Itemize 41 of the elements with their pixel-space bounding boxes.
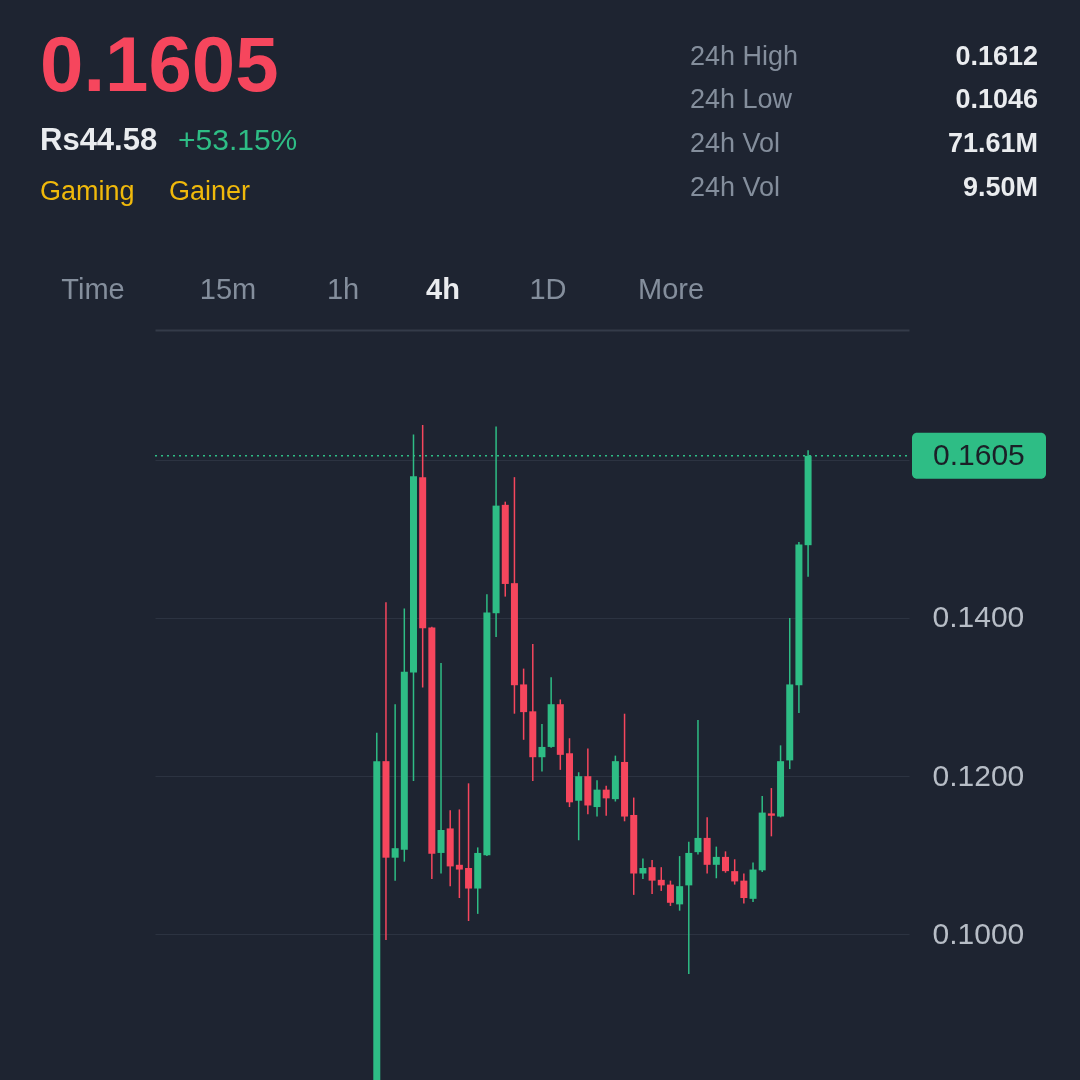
y-tick-label: 0.1000: [932, 916, 1025, 950]
text: 4h: [426, 273, 460, 305]
y-tick-label: 0.1200: [932, 758, 1025, 792]
candlestick: [676, 855, 684, 912]
candlestick: [391, 703, 399, 882]
text: 24h Vol: [690, 128, 781, 158]
text: 1h: [326, 273, 360, 305]
text: +53.15%: [178, 123, 298, 156]
candlestick: [455, 808, 463, 899]
candlestick: [465, 782, 473, 922]
candlestick: [648, 859, 656, 895]
text: Gainer: [169, 176, 251, 206]
text: Time: [61, 273, 125, 305]
candlestick: [639, 857, 647, 880]
candlestick: [694, 719, 702, 856]
text: 9.50M: [962, 172, 1038, 202]
chart-title: 0.1605: [40, 20, 279, 108]
text: 0.1046: [955, 84, 1038, 114]
candlestick: [731, 858, 739, 886]
text: Rs44.58: [40, 122, 158, 157]
text: 24h High: [690, 41, 799, 71]
candlestick: [740, 872, 748, 905]
text: 71.61M: [947, 128, 1038, 158]
text: 1D: [529, 273, 567, 305]
candlestick: [593, 779, 601, 818]
text: 24h Vol: [690, 172, 781, 202]
candlestick: [666, 879, 674, 907]
candlestick: [767, 787, 775, 838]
text: 24h Low: [690, 84, 793, 114]
y-tick-label: 0.1400: [932, 600, 1025, 634]
candlestick: [657, 866, 665, 892]
candlestick: [712, 845, 720, 880]
text: 0.1612: [955, 41, 1038, 71]
ref-line-label: 0.1605: [933, 437, 1025, 471]
text: Gaming: [40, 176, 135, 206]
candlestick: [722, 850, 729, 874]
candlestick: [538, 723, 546, 773]
text: More: [637, 273, 705, 305]
text: 15m: [199, 273, 257, 305]
candlestick: [437, 662, 445, 875]
candlestick: [602, 784, 610, 817]
